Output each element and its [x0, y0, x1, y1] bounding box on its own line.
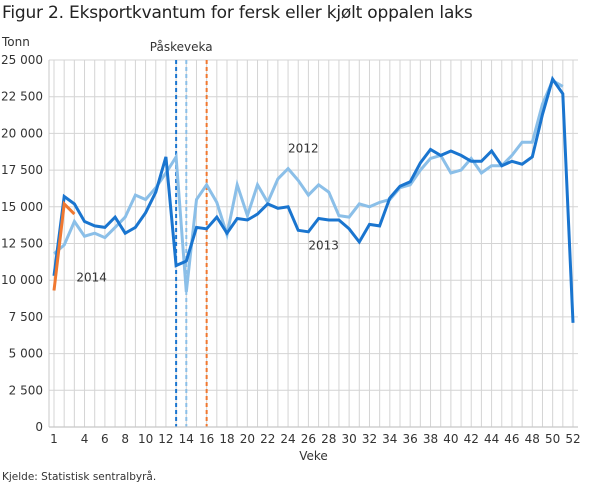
series-label-2013: 2013 [308, 238, 339, 252]
x-tick-label: 12 [158, 432, 173, 446]
x-tick-label: 6 [101, 432, 109, 446]
x-tick-label: 4 [81, 432, 89, 446]
x-tick-label: 8 [121, 432, 129, 446]
x-tick-label: 32 [362, 432, 377, 446]
easter-annotation: Påskeveka [150, 40, 213, 54]
y-tick-label: 10 000 [1, 273, 43, 287]
series-label-2012: 2012 [288, 141, 319, 155]
series-line-2013 [52, 75, 575, 323]
x-tick-label: 46 [504, 432, 519, 446]
x-tick-label: 26 [301, 432, 316, 446]
x-tick-label: 14 [179, 432, 194, 446]
y-tick-label: 20 000 [1, 126, 43, 140]
x-tick-label: 52 [565, 432, 580, 446]
y-tick-label: 0 [35, 420, 43, 434]
x-tick-label: 44 [484, 432, 499, 446]
series-label-2014: 2014 [76, 271, 107, 285]
y-tick-label: 2 500 [9, 383, 43, 397]
x-tick-label: 16 [199, 432, 214, 446]
x-tick-label: 42 [464, 432, 479, 446]
y-tick-label: 7 500 [9, 310, 43, 324]
x-tick-label: 34 [382, 432, 397, 446]
x-tick-label: 10 [138, 432, 153, 446]
labels: 0 2 500 5 000 7 500 10 000 12 500 15 000 17 500… [1, 35, 581, 463]
source-note: Kjelde: Statistisk sentralbyrå. [2, 471, 157, 483]
grid-lines [49, 59, 578, 428]
x-tick-label: 40 [443, 432, 458, 446]
x-tick-label: 22 [260, 432, 275, 446]
x-tick-label: 24 [280, 432, 295, 446]
chart-title: Figur 2. Eksportkvantum for fersk eller … [2, 3, 473, 23]
x-tick-label: 1 [50, 432, 58, 446]
easter-markers [175, 60, 208, 427]
y-tick-label: 22 500 [1, 90, 43, 104]
x-tick-label: 50 [545, 432, 560, 446]
y-tick-label: 15 000 [1, 200, 43, 214]
x-tick-label: 30 [341, 432, 356, 446]
x-tick-label: 48 [525, 432, 540, 446]
x-tick-label: 18 [219, 432, 234, 446]
y-axis-title: Tonn [1, 35, 30, 49]
x-tick-label: 36 [403, 432, 418, 446]
y-tick-label: 5 000 [9, 347, 43, 361]
x-tick-label: 20 [240, 432, 255, 446]
series-lines [52, 75, 575, 323]
x-tick-label: 38 [423, 432, 438, 446]
y-tick-label: 17 500 [1, 163, 43, 177]
y-tick-label: 25 000 [1, 53, 43, 67]
y-tick-label: 12 500 [1, 237, 43, 251]
x-axis-title: Veke [299, 449, 328, 463]
x-tick-label: 28 [321, 432, 336, 446]
axes [48, 60, 578, 428]
